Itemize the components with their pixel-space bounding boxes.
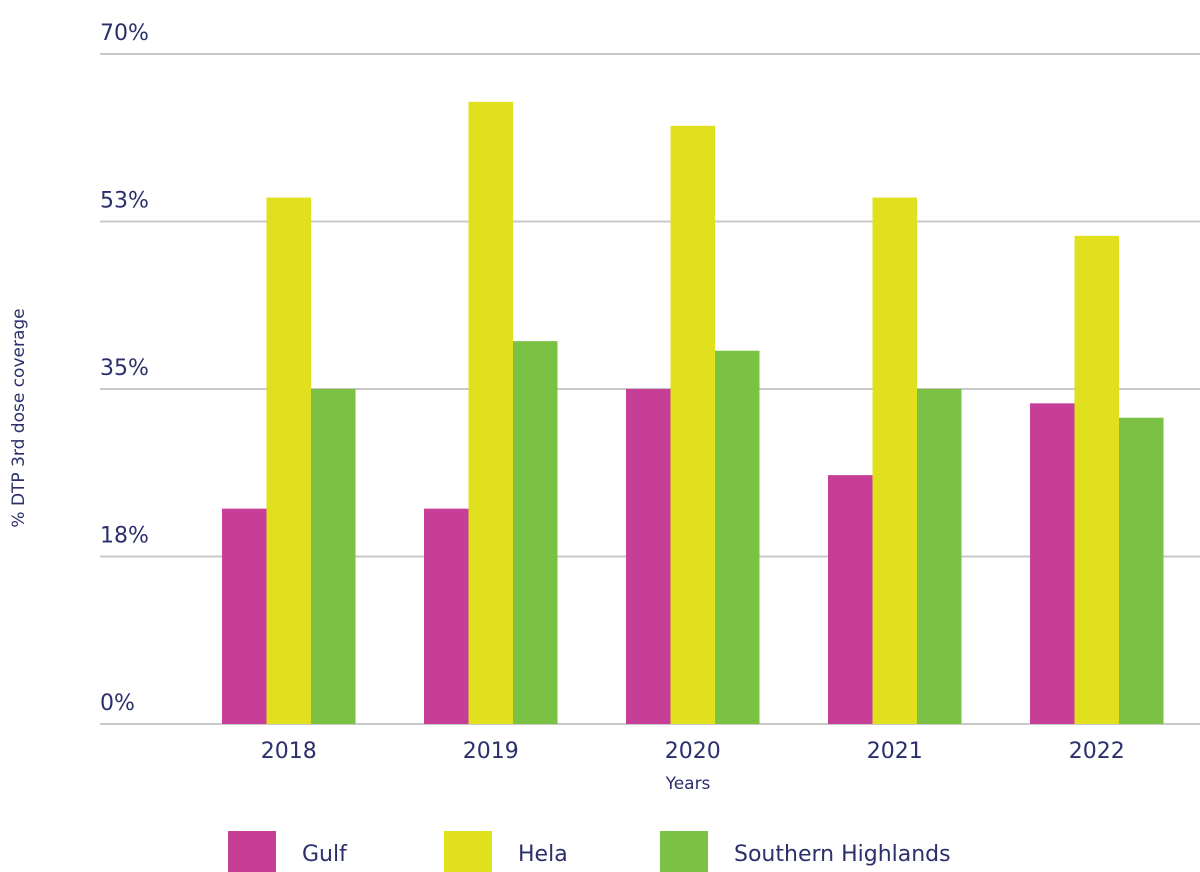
- y-tick-label: 70%: [100, 21, 149, 46]
- legend-item: Gulf: [228, 831, 348, 872]
- x-axis-label: Years: [665, 774, 711, 794]
- legend: Gulf Hela Southern Highlands: [228, 831, 951, 872]
- y-axis-label: % DTP 3rd dose coverage: [9, 308, 29, 527]
- x-tick-label: 2018: [261, 739, 317, 764]
- x-tick-label: 2021: [867, 739, 923, 764]
- bars: [222, 101, 1164, 725]
- y-axis-ticks: 0% 18% 35% 53% 70%: [100, 21, 149, 716]
- y-tick-label: 0%: [100, 691, 135, 716]
- bar: [266, 197, 311, 725]
- legend-label: Southern Highlands: [734, 842, 951, 867]
- x-tick-label: 2022: [1069, 739, 1125, 764]
- legend-label: Gulf: [302, 842, 348, 867]
- x-tick-label: 2019: [463, 739, 519, 764]
- bar: [513, 341, 558, 724]
- bar: [468, 101, 513, 725]
- y-tick-label: 18%: [100, 524, 149, 549]
- bar: [828, 475, 873, 724]
- legend-item: Southern Highlands: [660, 831, 951, 872]
- y-tick-label: 35%: [100, 356, 149, 381]
- bar: [424, 508, 469, 724]
- legend-swatch: [228, 831, 276, 872]
- bar: [1030, 403, 1075, 724]
- bar: [1074, 235, 1119, 724]
- legend-swatch: [660, 831, 708, 872]
- bar: [626, 389, 671, 724]
- bar: [872, 197, 917, 725]
- legend-swatch: [444, 831, 492, 872]
- x-axis-ticks: 2018 2019 2020 2021 2022: [261, 739, 1125, 764]
- x-tick-label: 2020: [665, 739, 721, 764]
- y-tick-label: 53%: [100, 189, 149, 214]
- bar: [1119, 417, 1164, 724]
- bar: [917, 389, 962, 724]
- bar: [311, 389, 356, 724]
- bar: [670, 125, 715, 725]
- bar: [715, 350, 760, 724]
- legend-item: Hela: [444, 831, 568, 872]
- bar: [222, 508, 267, 724]
- legend-label: Hela: [518, 842, 568, 867]
